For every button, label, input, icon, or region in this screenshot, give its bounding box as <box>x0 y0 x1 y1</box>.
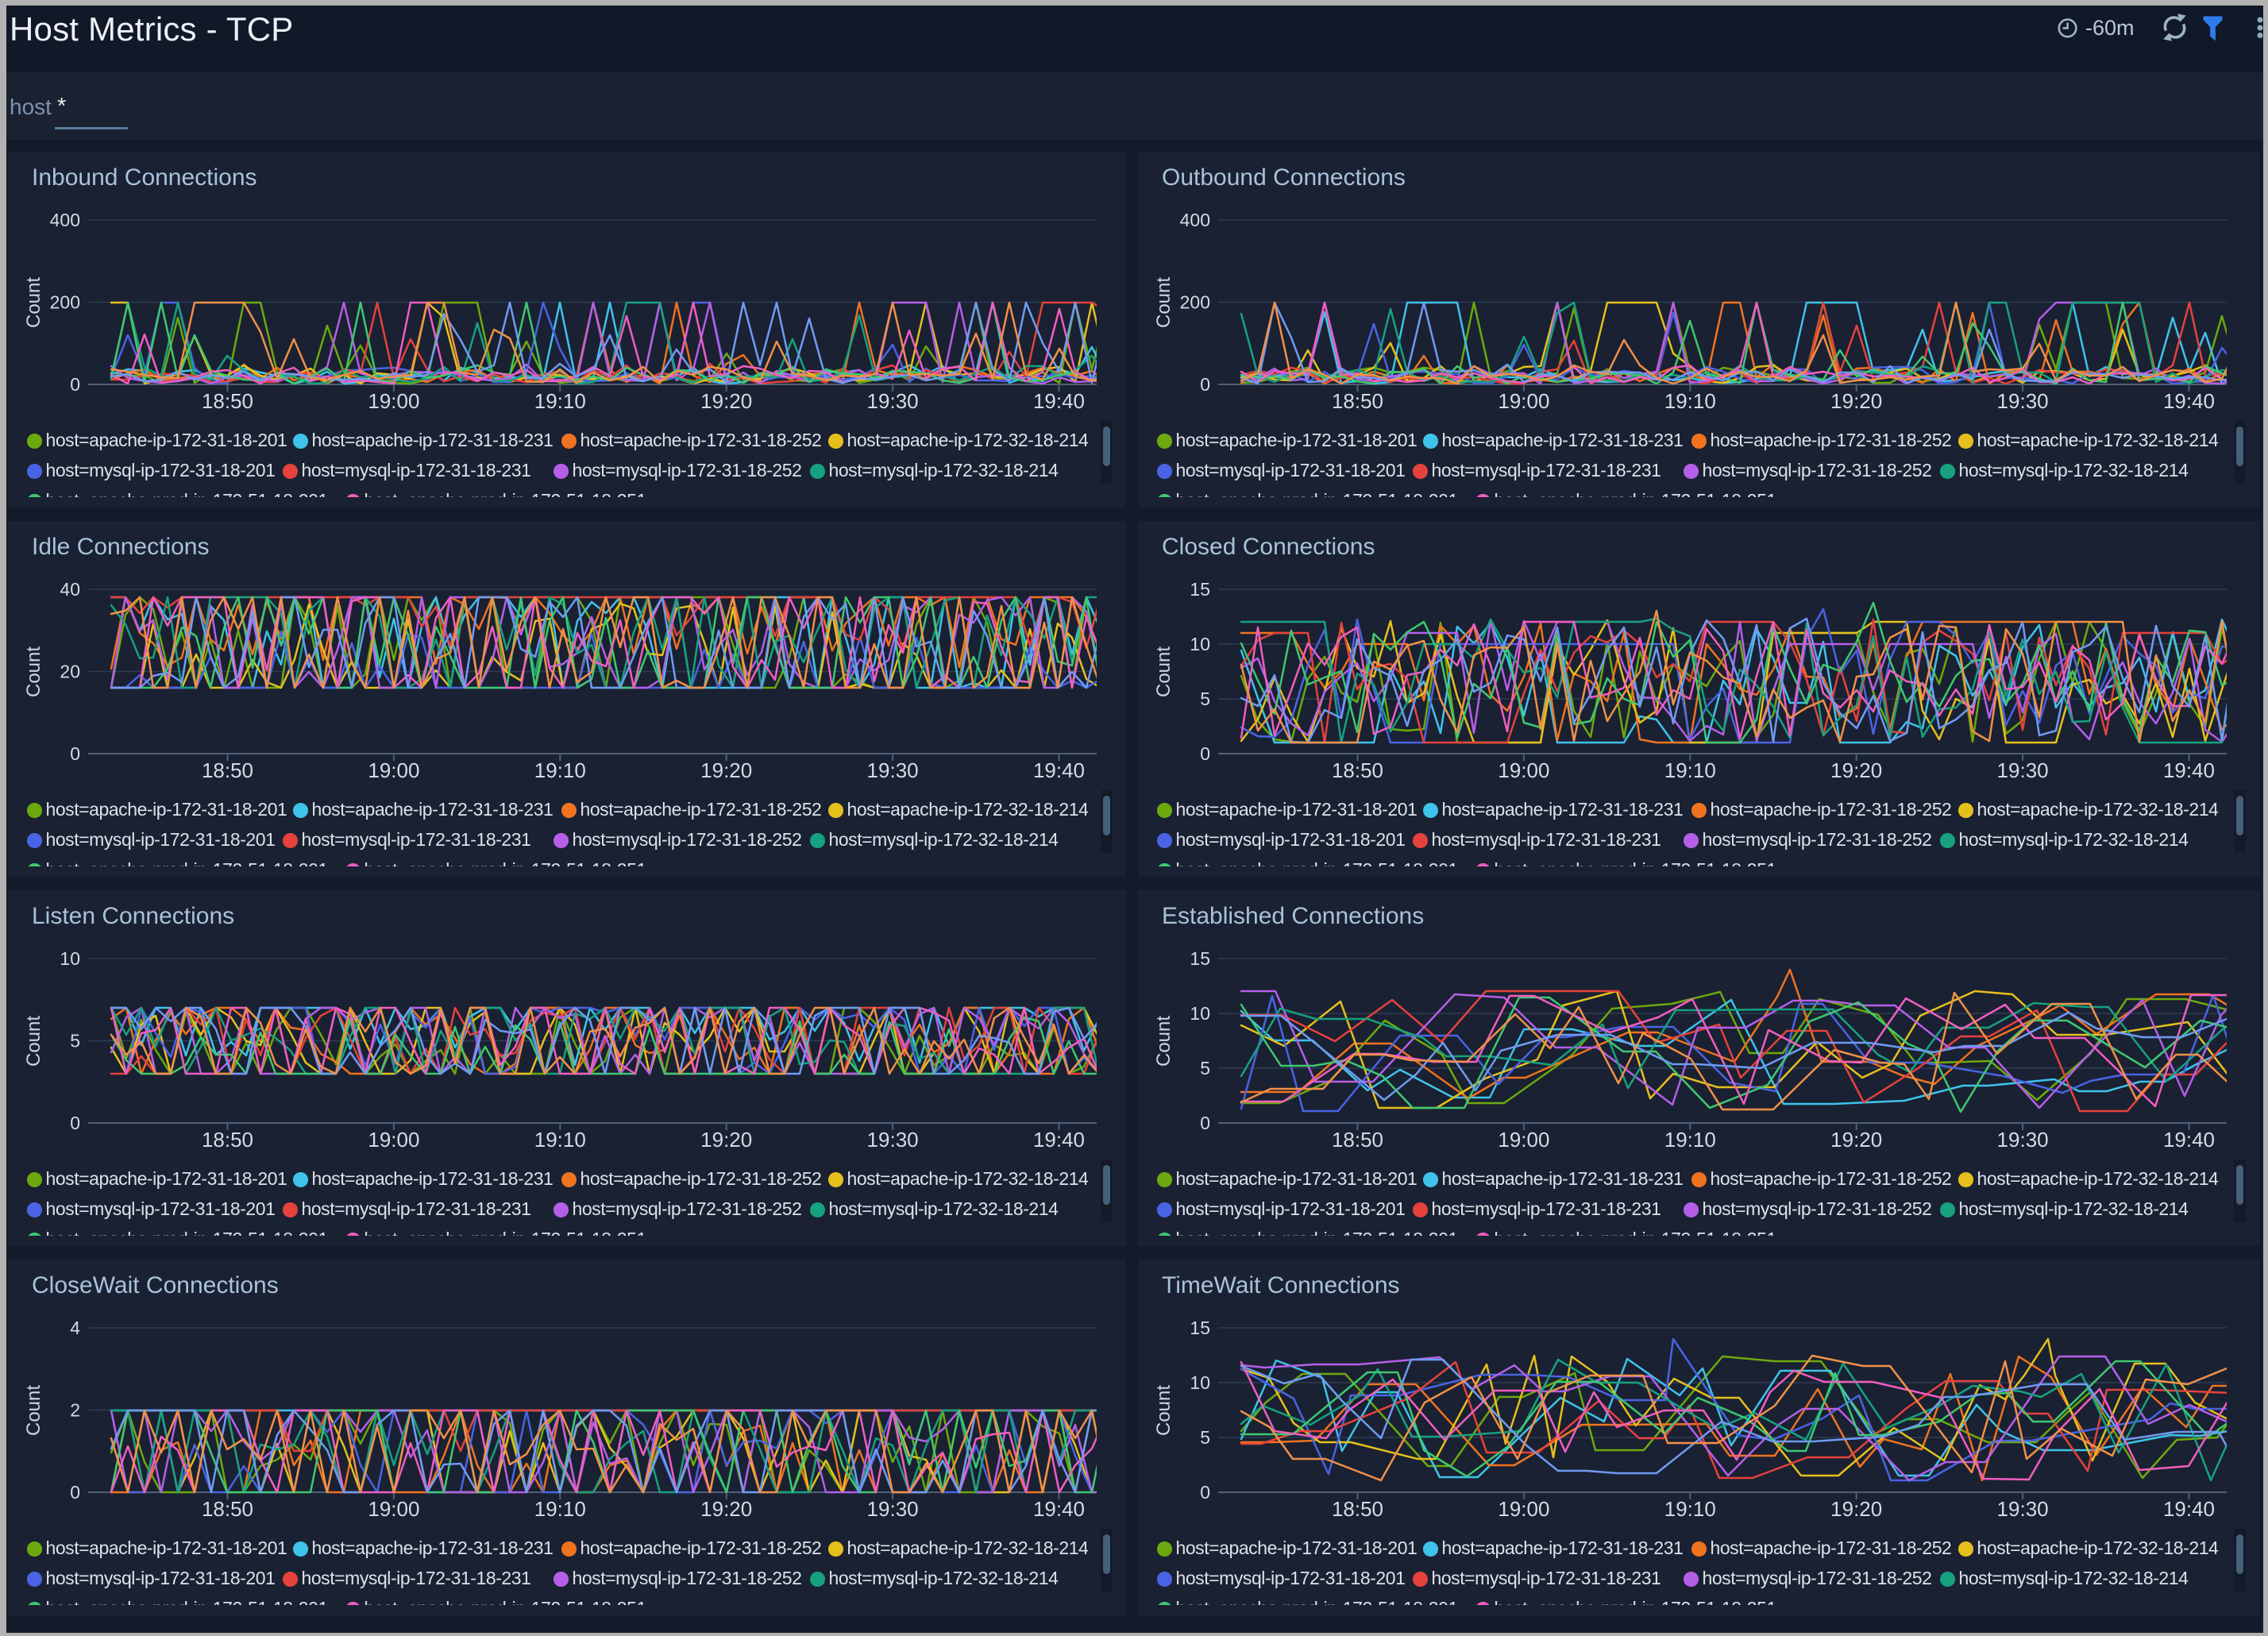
svg-text:400: 400 <box>50 210 80 230</box>
svg-text:19:20: 19:20 <box>1830 1128 1882 1152</box>
svg-text:19:20: 19:20 <box>700 1497 752 1521</box>
svg-text:Count: Count <box>23 1016 44 1067</box>
svg-text:19:20: 19:20 <box>700 1128 752 1152</box>
svg-text:19:10: 19:10 <box>534 758 586 782</box>
svg-text:19:00: 19:00 <box>1498 758 1549 782</box>
svg-text:Count: Count <box>23 1385 44 1436</box>
svg-text:19:30: 19:30 <box>1997 1497 2049 1521</box>
svg-text:19:40: 19:40 <box>2163 389 2215 413</box>
svg-text:10: 10 <box>1190 634 1210 654</box>
svg-text:19:40: 19:40 <box>2163 1497 2215 1521</box>
svg-text:5: 5 <box>1200 1427 1210 1448</box>
svg-text:19:40: 19:40 <box>2163 758 2215 782</box>
svg-text:400: 400 <box>1180 210 1210 230</box>
svg-text:19:30: 19:30 <box>1997 758 2049 782</box>
svg-text:19:10: 19:10 <box>534 389 586 413</box>
svg-text:0: 0 <box>1200 743 1210 764</box>
svg-text:5: 5 <box>70 1031 80 1051</box>
svg-text:19:10: 19:10 <box>1664 389 1716 413</box>
svg-text:19:30: 19:30 <box>867 1128 919 1152</box>
svg-text:19:20: 19:20 <box>700 758 752 782</box>
svg-text:19:20: 19:20 <box>1830 1497 1882 1521</box>
svg-text:Count: Count <box>23 646 44 697</box>
svg-text:-60m: -60m <box>2085 16 2135 40</box>
svg-text:19:10: 19:10 <box>1664 758 1716 782</box>
svg-text:19:10: 19:10 <box>534 1497 586 1521</box>
svg-text:15: 15 <box>1190 948 1210 969</box>
svg-text:5: 5 <box>1200 1058 1210 1078</box>
svg-text:18:50: 18:50 <box>202 389 253 413</box>
svg-text:0: 0 <box>1200 374 1210 395</box>
svg-text:19:00: 19:00 <box>368 1497 419 1521</box>
svg-text:19:10: 19:10 <box>1664 1128 1716 1152</box>
svg-text:19:30: 19:30 <box>867 1497 919 1521</box>
svg-text:0: 0 <box>70 374 80 395</box>
svg-text:19:40: 19:40 <box>2163 1128 2215 1152</box>
svg-text:4: 4 <box>70 1318 80 1338</box>
svg-text:18:50: 18:50 <box>202 758 253 782</box>
svg-text:18:50: 18:50 <box>1332 1128 1383 1152</box>
svg-text:19:20: 19:20 <box>1830 758 1882 782</box>
svg-text:18:50: 18:50 <box>1332 758 1383 782</box>
svg-text:19:00: 19:00 <box>1498 1497 1549 1521</box>
svg-text:5: 5 <box>1200 689 1210 709</box>
svg-text:Count: Count <box>1153 646 1174 697</box>
svg-text:18:50: 18:50 <box>202 1497 253 1521</box>
svg-text:0: 0 <box>1200 1482 1210 1503</box>
svg-text:19:00: 19:00 <box>1498 1128 1549 1152</box>
svg-text:10: 10 <box>1190 1003 1210 1024</box>
svg-text:18:50: 18:50 <box>1332 1497 1383 1521</box>
svg-text:200: 200 <box>50 292 80 313</box>
svg-text:19:20: 19:20 <box>1830 389 1882 413</box>
svg-text:19:40: 19:40 <box>1033 389 1085 413</box>
svg-text:19:40: 19:40 <box>1033 758 1085 782</box>
svg-text:19:40: 19:40 <box>1033 1128 1085 1152</box>
svg-text:Count: Count <box>1153 1385 1174 1436</box>
svg-text:19:30: 19:30 <box>867 758 919 782</box>
svg-text:0: 0 <box>70 1113 80 1133</box>
svg-text:10: 10 <box>60 948 80 969</box>
svg-text:Count: Count <box>1153 277 1174 328</box>
svg-text:19:30: 19:30 <box>867 389 919 413</box>
svg-text:15: 15 <box>1190 1318 1210 1338</box>
svg-text:19:20: 19:20 <box>700 389 752 413</box>
svg-text:0: 0 <box>1200 1113 1210 1133</box>
svg-text:19:00: 19:00 <box>368 389 419 413</box>
svg-text:19:00: 19:00 <box>1498 389 1549 413</box>
svg-text:19:40: 19:40 <box>1033 1497 1085 1521</box>
svg-text:20: 20 <box>60 662 80 682</box>
svg-text:19:00: 19:00 <box>368 758 419 782</box>
svg-text:18:50: 18:50 <box>202 1128 253 1152</box>
svg-text:19:00: 19:00 <box>368 1128 419 1152</box>
svg-text:15: 15 <box>1190 579 1210 600</box>
svg-text:200: 200 <box>1180 292 1210 313</box>
svg-text:0: 0 <box>70 1482 80 1503</box>
svg-text:19:10: 19:10 <box>1664 1497 1716 1521</box>
svg-text:40: 40 <box>60 579 80 600</box>
svg-text:19:10: 19:10 <box>534 1128 586 1152</box>
svg-text:Count: Count <box>1153 1016 1174 1067</box>
svg-text:2: 2 <box>70 1400 80 1421</box>
svg-text:18:50: 18:50 <box>1332 389 1383 413</box>
svg-text:10: 10 <box>1190 1372 1210 1393</box>
svg-text:0: 0 <box>70 743 80 764</box>
svg-text:19:30: 19:30 <box>1997 389 2049 413</box>
svg-text:Count: Count <box>23 277 44 328</box>
svg-text:19:30: 19:30 <box>1997 1128 2049 1152</box>
